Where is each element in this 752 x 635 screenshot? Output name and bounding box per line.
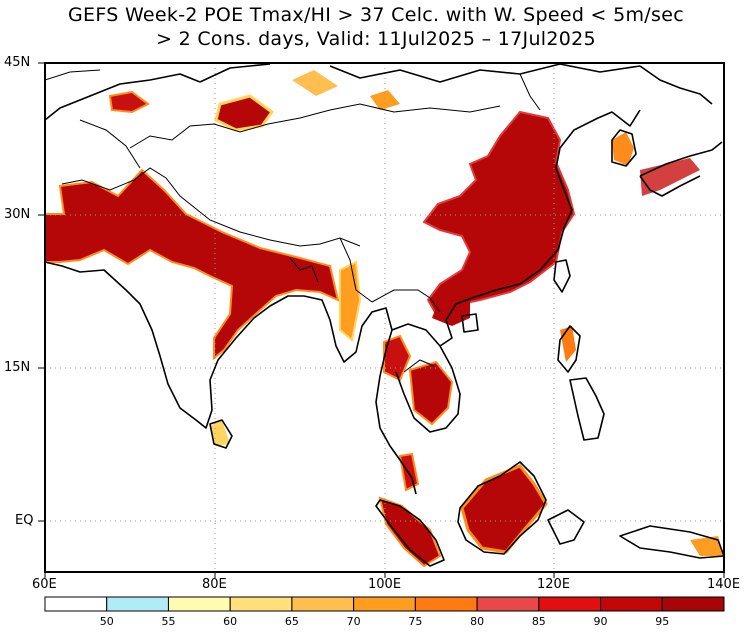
- map-title-line1: GEFS Week-2 POE Tmax/HI > 37 Celc. with …: [68, 4, 684, 26]
- legend-label: 60: [223, 615, 238, 628]
- lon-label-80e: 80E: [202, 577, 227, 592]
- legend-label: 90: [593, 615, 608, 628]
- map-background: [45, 63, 724, 572]
- mongolia-shading: [292, 70, 338, 96]
- map-gridlines: [45, 63, 724, 572]
- srilanka-shading: [210, 420, 230, 446]
- legend-swatch: [600, 596, 663, 612]
- lon-label-120e: 120E: [537, 577, 571, 592]
- legend-swatch: [229, 596, 293, 612]
- cambodia-shading: [408, 360, 454, 426]
- legend-swatch: [167, 596, 231, 612]
- lat-label-15n: 15N: [4, 360, 31, 375]
- india-shading: [45, 168, 340, 361]
- legend-colorbar: [44, 596, 725, 612]
- korea-shading: [612, 132, 634, 166]
- lon-label-140e: 140E: [707, 577, 741, 592]
- lat-label-30n: 30N: [4, 207, 31, 222]
- legend-swatch: [291, 596, 355, 612]
- legend-swatch: [106, 596, 169, 612]
- legend-swatch: [476, 596, 540, 612]
- legend-label: 75: [408, 615, 423, 628]
- china-shading: [422, 110, 576, 316]
- japan-shading: [640, 158, 700, 196]
- heat-probability-shading: [45, 70, 724, 568]
- lon-label-100e: 100E: [368, 577, 402, 592]
- iran-shading: [66, 188, 100, 214]
- legend-label: 65: [284, 615, 299, 628]
- lon-label-60e: 60E: [32, 577, 57, 592]
- south-china-shading: [432, 292, 470, 326]
- legend-swatch: [353, 596, 416, 612]
- map-title-line2: > 2 Cons. days, Valid: 11Jul2025 – 17Jul…: [156, 28, 596, 50]
- legend-label: 95: [655, 615, 670, 628]
- legend-label: 55: [161, 615, 176, 628]
- legend-swatch: [414, 596, 478, 612]
- legend-label: 80: [470, 615, 485, 628]
- legend-label: 50: [99, 615, 114, 628]
- lat-label-45n: 45N: [4, 55, 31, 70]
- north-shading: [370, 90, 400, 110]
- lat-label-eq: EQ: [15, 513, 34, 528]
- country-borders: [45, 69, 541, 373]
- legend-swatch: [44, 596, 108, 612]
- burma-strip-shading: [339, 260, 362, 342]
- legend-swatch: [538, 596, 602, 612]
- afghanistan-shading: [108, 90, 150, 114]
- legend-swatch: [661, 596, 725, 612]
- png-shading: [690, 536, 724, 556]
- axis-ticks: [38, 62, 725, 578]
- legend-label: 85: [531, 615, 546, 628]
- coastlines: [45, 63, 724, 567]
- legend-label: 70: [346, 615, 361, 628]
